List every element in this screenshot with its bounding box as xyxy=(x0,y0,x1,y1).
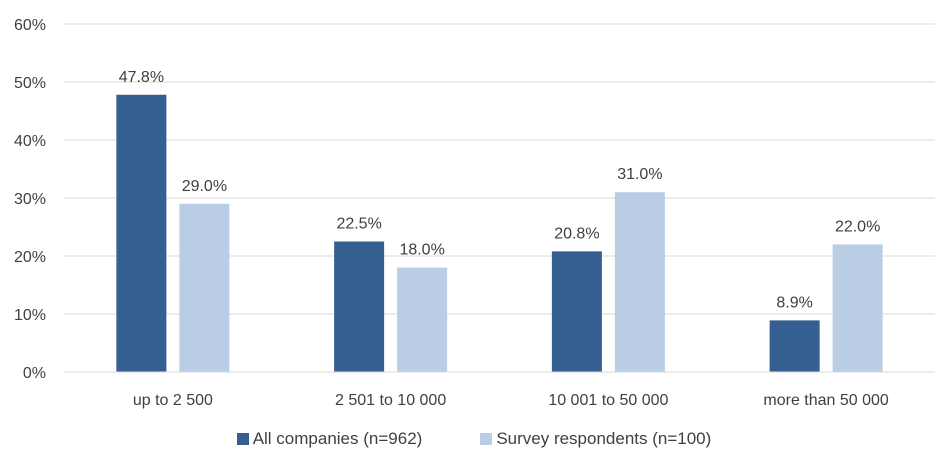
x-tick-label-2: 10 001 to 50 000 xyxy=(548,392,668,409)
bar-s0-c2 xyxy=(551,251,602,372)
data-label-s1-c0: 29.0% xyxy=(182,178,227,195)
y-tick-label-30: 30% xyxy=(14,191,46,208)
legend-swatch-survey-respondents xyxy=(480,433,493,445)
y-tick-label-0: 0% xyxy=(23,365,46,382)
bar-s1-c2 xyxy=(614,192,665,372)
y-tick-label-50: 50% xyxy=(14,75,46,92)
data-label-s1-c2: 31.0% xyxy=(617,166,662,183)
data-label-s1-c1: 18.0% xyxy=(399,242,444,259)
bar-s1-c0 xyxy=(179,203,230,372)
bar-s1-c1 xyxy=(397,267,448,372)
y-tick-label-10: 10% xyxy=(14,307,46,324)
legend: All companies (n=962) Survey respondents… xyxy=(0,427,948,451)
bar-s1-c3 xyxy=(832,244,883,372)
data-label-s0-c0: 47.8% xyxy=(119,69,164,86)
data-label-s0-c2: 20.8% xyxy=(554,225,599,242)
x-tick-label-1: 2 501 to 10 000 xyxy=(335,392,446,409)
x-tick-label-0: up to 2 500 xyxy=(133,392,213,409)
bar-s0-c1 xyxy=(334,241,385,372)
bar-s0-c3 xyxy=(769,320,820,372)
legend-label-survey-respondents: Survey respondents (n=100) xyxy=(496,429,712,448)
legend-swatch-all-companies xyxy=(236,433,249,445)
x-tick-label-3: more than 50 000 xyxy=(763,392,889,409)
bar-s0-c0 xyxy=(116,94,167,372)
legend-item-survey-respondents: Survey respondents (n=100) xyxy=(480,427,711,451)
data-label-s0-c3: 8.9% xyxy=(776,294,812,311)
legend-label-all-companies: All companies (n=962) xyxy=(252,429,423,448)
data-label-s1-c3: 22.0% xyxy=(835,218,880,235)
y-tick-label-40: 40% xyxy=(14,133,46,150)
y-tick-label-20: 20% xyxy=(14,249,46,266)
data-label-s0-c1: 22.5% xyxy=(336,216,381,233)
legend-item-all-companies: All companies (n=962) xyxy=(236,427,423,451)
y-tick-label-60: 60% xyxy=(14,17,46,34)
